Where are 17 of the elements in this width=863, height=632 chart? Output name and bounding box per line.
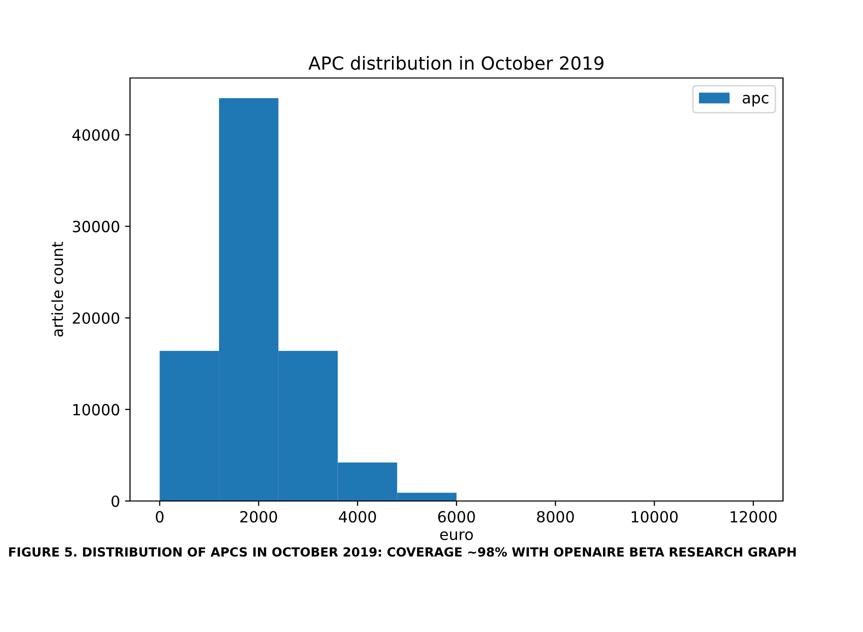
x-tick-label: 2000 [240, 510, 278, 523]
y-axis-title: article count [51, 242, 64, 337]
x-axis-title: euro [440, 531, 473, 540]
x-tick-label: 6000 [438, 510, 475, 523]
x-tick-label: 12000 [730, 510, 777, 523]
x-tick-label: 0 [156, 510, 164, 523]
y-tick-label: 20000 [72, 312, 120, 324]
y-tick-label: 0 [112, 495, 120, 508]
legend-label: apc [742, 94, 768, 107]
x-tick-label: 8000 [537, 510, 574, 523]
x-tick-label: 10000 [632, 510, 678, 523]
y-tick-label: 10000 [73, 404, 120, 416]
chart-title: APC distribution in October 2019 [308, 56, 604, 70]
x-tick-label: 4000 [338, 510, 376, 523]
y-tick-label: 30000 [72, 220, 120, 232]
caption: FIGURE 5. DISTRIBUTION OF APCS IN OCTOBER 2019: COVERAGE ~98% WITH OPENAIRE BETA RESEARCH GRAPH [9, 547, 796, 557]
y-tick-label: 40000 [72, 129, 120, 141]
